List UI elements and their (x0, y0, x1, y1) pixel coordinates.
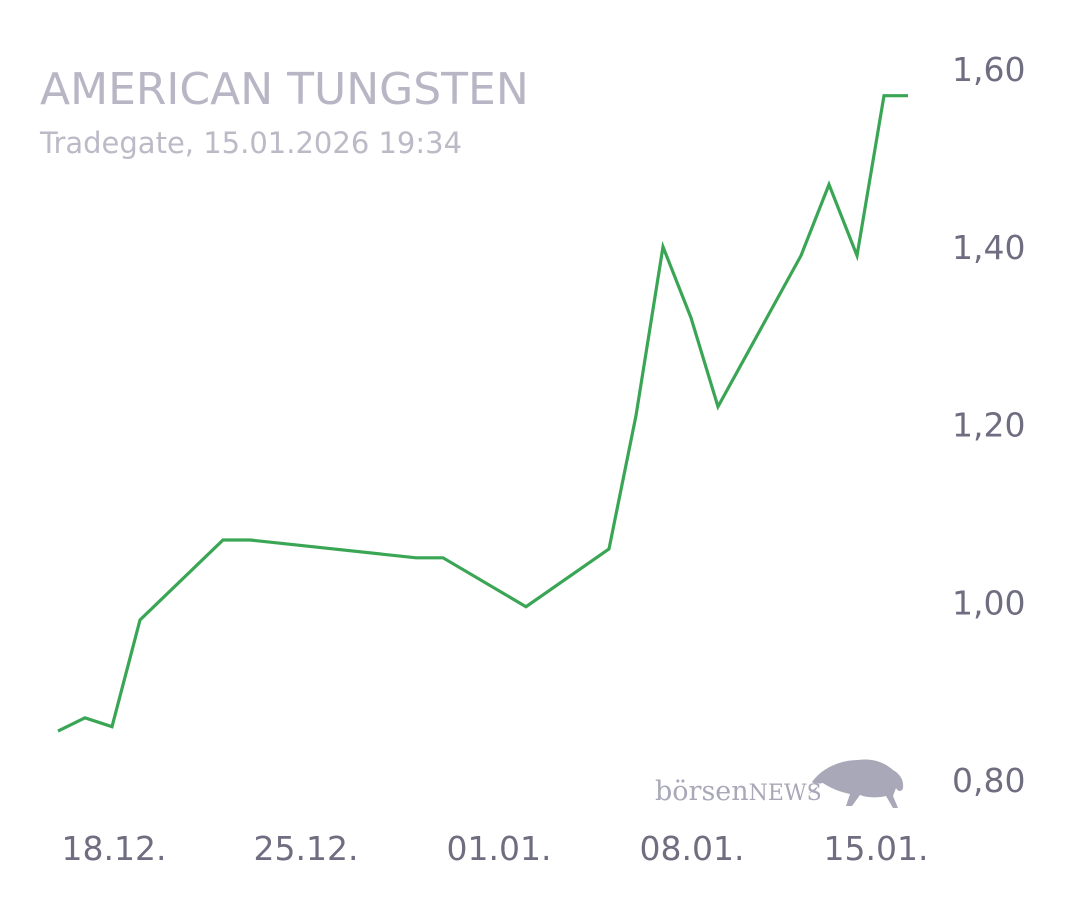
y-tick-label: 1,00 (952, 583, 1025, 622)
y-tick-label: 1,40 (952, 228, 1025, 267)
y-tick-label: 0,80 (952, 761, 1025, 800)
chart-subtitle: Tradegate, 15.01.2026 19:34 (39, 126, 462, 160)
x-tick-label: 18.12. (62, 829, 167, 868)
chart-title: AMERICAN TUNGSTEN (40, 64, 529, 115)
x-tick-label: 08.01. (640, 829, 745, 868)
y-axis: 0,80 1,00 1,20 1,40 1,60 (952, 50, 1025, 800)
y-tick-label: 1,20 (952, 406, 1025, 445)
logo-text-lower: börsen (655, 776, 749, 807)
x-tick-label: 25.12. (254, 829, 359, 868)
svg-text:börsenNEWS: börsenNEWS (655, 776, 822, 807)
x-tick-label: 15.01. (824, 829, 929, 868)
boersennews-logo: börsenNEWS (655, 759, 904, 808)
x-axis: 18.12. 25.12. 01.01. 08.01. 15.01. (62, 829, 929, 868)
price-series-line (57, 94, 908, 733)
logo-text-upper: NEWS (749, 781, 822, 806)
bull-icon (808, 759, 904, 808)
y-tick-label: 1,60 (952, 50, 1025, 89)
x-tick-label: 01.01. (447, 829, 552, 868)
